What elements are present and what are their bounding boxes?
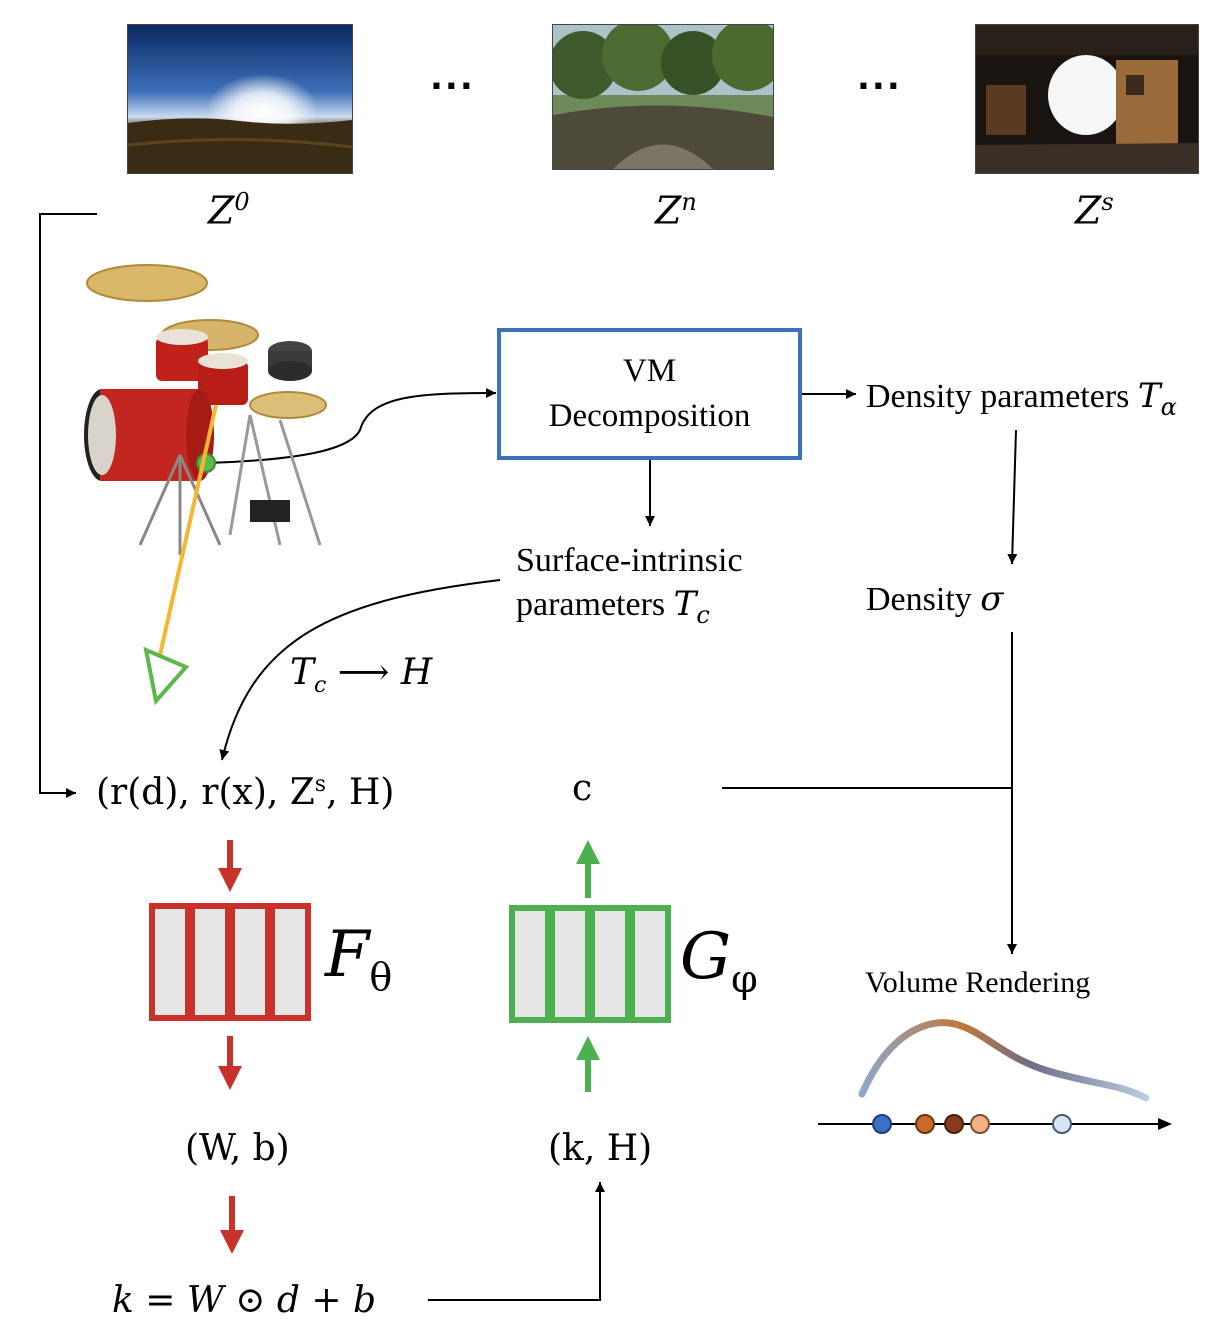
- wb-tuple: (W, b): [185, 1128, 290, 1169]
- env-map-zn: [552, 24, 774, 170]
- surface-params-label: Surface-intrinsic parameters Tc: [516, 540, 743, 629]
- input-tuple-tail: , H): [326, 772, 395, 813]
- env-label-z0-sup: 0: [234, 188, 250, 216]
- z0-feed-line: [39, 213, 97, 798]
- surface-params-symbol: T: [673, 583, 697, 624]
- surface-params-sub: c: [696, 600, 710, 629]
- input-tuple: (r(d), r(x), Zs, H): [96, 772, 394, 813]
- density-params-label: Density parameters Tα: [866, 375, 1177, 422]
- env-label-zs-symbol: Z: [1075, 188, 1102, 233]
- volume-rendering-label: Volume Rendering: [865, 966, 1091, 999]
- density-params-symbol: T: [1137, 376, 1161, 416]
- surface-params-line1: Surface-intrinsic: [516, 542, 743, 579]
- ellipsis-1: ...: [430, 58, 475, 98]
- volume-rendering-plot: [818, 1019, 1172, 1134]
- point-to-vm-curve: [205, 388, 497, 464]
- k-formula: k = W ⊙ d + b: [112, 1280, 377, 1321]
- tc-arrow: ⟶: [326, 652, 401, 693]
- k-to-kh-arrow: [428, 1182, 605, 1301]
- env-label-zn: Zn: [655, 188, 697, 233]
- env-label-z0-symbol: Z: [208, 188, 235, 233]
- env-map-zs: [975, 24, 1199, 174]
- density-params-text: Density parameters: [866, 378, 1138, 415]
- surface-to-input-curve: [219, 579, 501, 761]
- tc-to-h-label: Tc ⟶ H: [290, 652, 432, 698]
- g-network-label: Gφ: [680, 920, 758, 1001]
- density-label: Density σ: [866, 578, 1004, 622]
- env-label-zn-sup: n: [681, 188, 697, 216]
- f-network-label: Fθ: [325, 918, 392, 999]
- vm-decomposition-box: VM Decomposition: [497, 328, 802, 460]
- env-label-zs: Zs: [1075, 188, 1114, 233]
- surface-params-line2: parameters: [516, 585, 674, 623]
- density-params-to-density-arrow: [1007, 429, 1018, 565]
- ellipsis-2: ...: [857, 58, 902, 98]
- c-label: c: [572, 768, 593, 809]
- env-label-z0: Z0: [208, 188, 250, 233]
- vm-line-1: VM: [622, 353, 677, 390]
- density-symbol: σ: [980, 579, 1004, 619]
- env-label-zs-sup: s: [1101, 188, 1114, 216]
- density-params-sub: α: [1160, 392, 1177, 421]
- density-text: Density: [866, 581, 981, 618]
- input-tuple-sup: s: [314, 772, 327, 797]
- kh-tuple: (k, H): [548, 1128, 653, 1169]
- input-tuple-text: (r(d), r(x), Z: [96, 772, 315, 813]
- wb-to-k-arrow: [220, 1196, 244, 1254]
- g-network-block: [509, 840, 671, 1092]
- env-label-zn-symbol: Z: [655, 188, 682, 233]
- g-network-sub: φ: [731, 956, 758, 1001]
- f-network-sub: θ: [369, 954, 393, 999]
- f-network-symbol: F: [325, 918, 370, 992]
- tc-target: H: [400, 652, 433, 693]
- drum-kit-illustration: [84, 264, 327, 706]
- g-network-symbol: G: [680, 920, 732, 994]
- env-map-z0: [127, 24, 353, 174]
- tc-sub: c: [314, 673, 327, 699]
- tc-symbol: T: [290, 652, 315, 693]
- f-network-block: [149, 840, 311, 1090]
- vm-line-2: Decomposition: [548, 398, 751, 434]
